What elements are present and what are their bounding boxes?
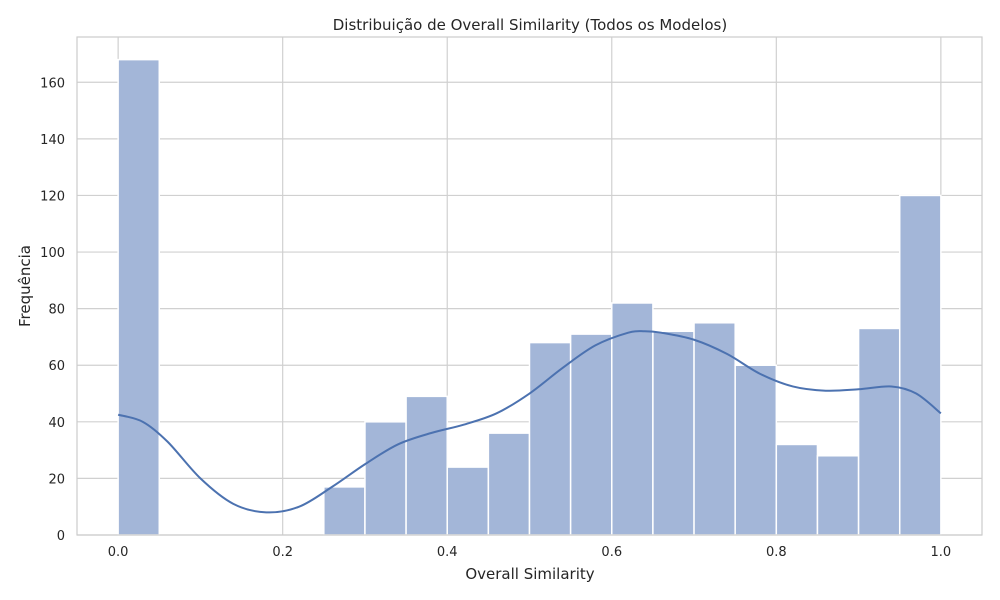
kde-line (117, 330, 942, 514)
histogram-bar (117, 58, 161, 536)
x-tick-label: 0.2 (272, 545, 293, 560)
histogram-bar (569, 333, 613, 536)
x-axis-label: Overall Similarity (465, 565, 594, 583)
y-tick-label: 160 (40, 76, 65, 91)
y-tick-label: 0 (57, 529, 65, 544)
plot-frame (76, 36, 983, 536)
histogram-bar (816, 455, 860, 536)
y-ticks: 0 20 40 60 80 100 120 140 160 (40, 76, 65, 544)
histogram-bar (898, 194, 942, 536)
histogram-bar (446, 466, 490, 536)
histogram-bar (775, 443, 819, 536)
histogram-bar (734, 364, 778, 536)
histogram-bar (405, 395, 448, 536)
y-tick-label: 80 (48, 303, 65, 318)
histogram-bar (693, 322, 736, 536)
y-tick-label: 100 (40, 246, 65, 261)
histogram-bar (857, 327, 901, 536)
x-ticks: 0.0 0.2 0.4 0.6 0.8 1.0 (108, 545, 951, 560)
histogram-bar (528, 341, 572, 536)
y-axis-label: Frequência (16, 245, 34, 327)
histogram-bar (323, 486, 366, 536)
y-tick-label: 20 (48, 472, 65, 487)
chart-title: Distribuição de Overall Similarity (Todo… (333, 16, 727, 34)
x-tick-label: 0.4 (437, 545, 458, 560)
x-tick-label: 1.0 (931, 545, 952, 560)
histogram-bar (487, 432, 531, 536)
histogram-bar (652, 330, 695, 536)
histogram-bars (117, 58, 942, 536)
histogram-bar (611, 302, 654, 536)
y-tick-label: 40 (48, 416, 65, 431)
y-tick-label: 140 (40, 133, 65, 148)
histogram-bar (364, 421, 407, 536)
y-tick-label: 60 (48, 359, 65, 374)
y-tick-label: 120 (40, 189, 65, 204)
kde-curve-layer (117, 330, 942, 514)
x-tick-label: 0.8 (766, 545, 787, 560)
x-tick-label: 0.6 (601, 545, 622, 560)
x-tick-label: 0.0 (108, 545, 129, 560)
